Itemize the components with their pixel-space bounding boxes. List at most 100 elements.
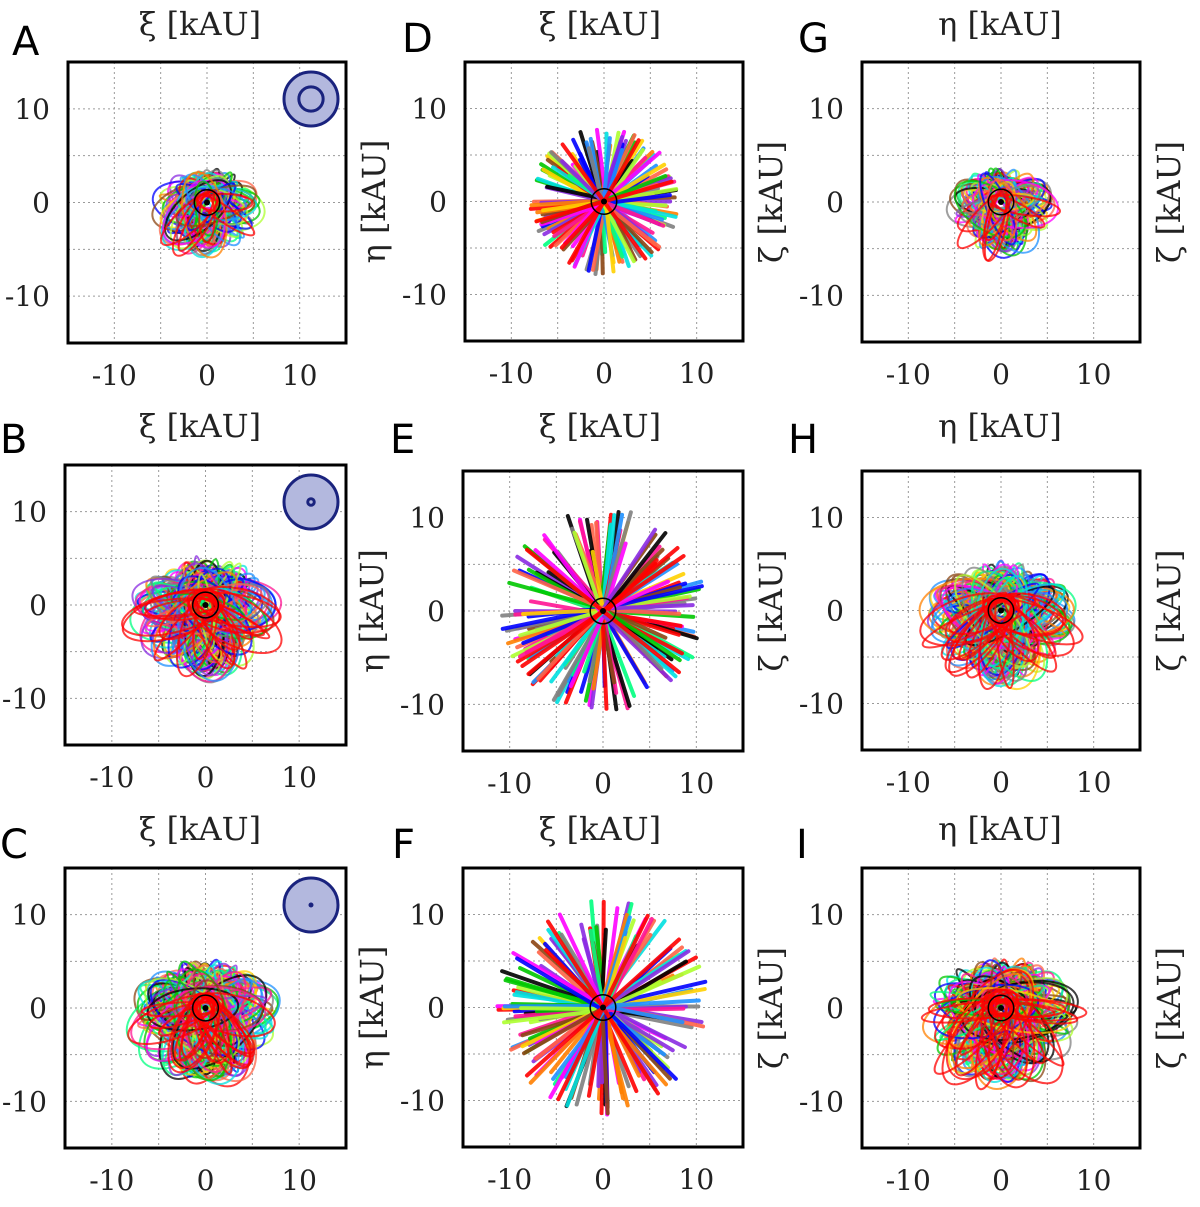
trajectory-loop xyxy=(977,177,1038,242)
center-dot xyxy=(202,602,209,608)
center-dot xyxy=(998,199,1004,205)
plot-frame xyxy=(66,60,348,345)
y-tick-label: 0 xyxy=(427,595,445,628)
highlight-orbit xyxy=(194,589,248,670)
y-tick-label: -10 xyxy=(2,682,47,715)
x-tick-label: -10 xyxy=(886,1164,931,1197)
plot-frame xyxy=(860,469,1142,752)
center-dot xyxy=(202,1005,209,1011)
y-tick-label: 10 xyxy=(11,496,47,529)
trajectory-ray xyxy=(565,1005,606,1108)
plot-frame xyxy=(463,60,745,343)
highlight-orbit xyxy=(171,189,218,257)
x-tick-label: 0 xyxy=(197,761,215,794)
x-tick-label: 10 xyxy=(281,761,317,794)
y-tick-label: 0 xyxy=(29,589,47,622)
plot-frame xyxy=(63,866,348,1150)
x-axis-title: ξ [kAU] xyxy=(139,407,261,445)
trajectory-ray xyxy=(511,568,606,611)
plot-frame xyxy=(860,60,1142,344)
trajectories xyxy=(125,958,281,1088)
highlight-orbit xyxy=(195,192,254,213)
center-circle xyxy=(589,597,617,625)
trajectory-ray xyxy=(601,964,702,1011)
x-tick-label: 10 xyxy=(1076,1164,1112,1197)
y-tick-label: -10 xyxy=(400,1085,445,1118)
center-circle xyxy=(191,591,220,619)
trajectories xyxy=(920,957,1088,1091)
y-axis-title: η [kAU] xyxy=(355,140,393,264)
trajectory-ray xyxy=(601,136,612,204)
y-tick-label: 0 xyxy=(32,187,50,220)
x-axis-title: ξ [kAU] xyxy=(539,810,661,848)
x-tick-label: -10 xyxy=(92,359,137,392)
trajectory-ray xyxy=(601,199,666,228)
x-tick-label: 0 xyxy=(992,766,1010,799)
y-tick-label: 10 xyxy=(14,93,50,126)
y-tick-label: 0 xyxy=(429,186,447,219)
plot-frame xyxy=(63,463,348,747)
y-axis-title: η [kAU] xyxy=(353,946,391,1070)
right-axis-title: ζ [kAU] xyxy=(1150,947,1188,1069)
trajectory-ray xyxy=(519,1006,606,1012)
trajectory-ray xyxy=(603,199,616,274)
highlight-orbit xyxy=(197,992,233,1075)
right-axis-title: ζ [kAU] xyxy=(1150,550,1188,672)
x-tick-label: 10 xyxy=(1076,766,1112,799)
x-tick-label: 0 xyxy=(595,357,613,390)
y-tick-label: -10 xyxy=(799,688,844,721)
x-tick-label: 0 xyxy=(594,1163,612,1196)
trajectory-ray xyxy=(600,527,658,613)
trajectory-ray xyxy=(602,193,672,206)
center-dot xyxy=(600,1004,606,1011)
trajectory-ray xyxy=(600,522,613,613)
x-tick-label: -10 xyxy=(886,766,931,799)
trajectory-ray xyxy=(601,174,668,203)
y-tick-label: -10 xyxy=(2,1085,47,1118)
x-tick-label: 10 xyxy=(679,767,715,800)
x-tick-label: 0 xyxy=(197,1164,215,1197)
x-axis-title: ξ [kAU] xyxy=(139,810,261,848)
y-axis-title: ζ [kAU] xyxy=(752,550,790,672)
panel-letter: A xyxy=(12,19,40,65)
x-axis-title: η [kAU] xyxy=(938,407,1062,445)
trajectory-ray xyxy=(601,531,668,614)
plot-frame xyxy=(461,469,745,753)
trajectory-ray xyxy=(590,549,606,613)
trajectories xyxy=(495,899,708,1117)
x-tick-label: 10 xyxy=(679,357,715,390)
trajectory-ray xyxy=(603,1004,624,1095)
x-tick-label: 10 xyxy=(281,1164,317,1197)
highlight-orbit xyxy=(186,587,283,655)
inset-disk-icon xyxy=(282,70,340,128)
y-axis-title: ζ [kAU] xyxy=(752,947,790,1069)
highlight-orbit xyxy=(919,592,1021,647)
panel-letter: F xyxy=(392,822,415,868)
trajectory-ray xyxy=(557,912,606,1010)
inset-disk-icon xyxy=(282,473,340,531)
trajectory-loop xyxy=(945,968,1035,1081)
highlight-orbit xyxy=(927,997,1019,1020)
panel-letter: D xyxy=(402,16,433,62)
y-tick-label: 10 xyxy=(808,502,844,535)
center-circle xyxy=(589,993,617,1022)
highlight-orbit xyxy=(985,592,1067,636)
y-tick-label: -10 xyxy=(799,1085,844,1118)
center-circle xyxy=(987,597,1015,624)
plot-frame xyxy=(860,866,1142,1150)
highlight-orbit xyxy=(956,189,1013,250)
trajectory-ray xyxy=(601,949,691,1010)
y-tick-label: 10 xyxy=(808,93,844,126)
trajectory-ray xyxy=(502,1008,606,1025)
trajectory-ray xyxy=(601,607,682,663)
trajectory-ray xyxy=(599,915,632,1010)
trajectories xyxy=(945,167,1061,262)
x-axis-title: η [kAU] xyxy=(938,5,1062,43)
x-tick-label: 0 xyxy=(594,767,612,800)
y-tick-label: 10 xyxy=(409,502,445,535)
